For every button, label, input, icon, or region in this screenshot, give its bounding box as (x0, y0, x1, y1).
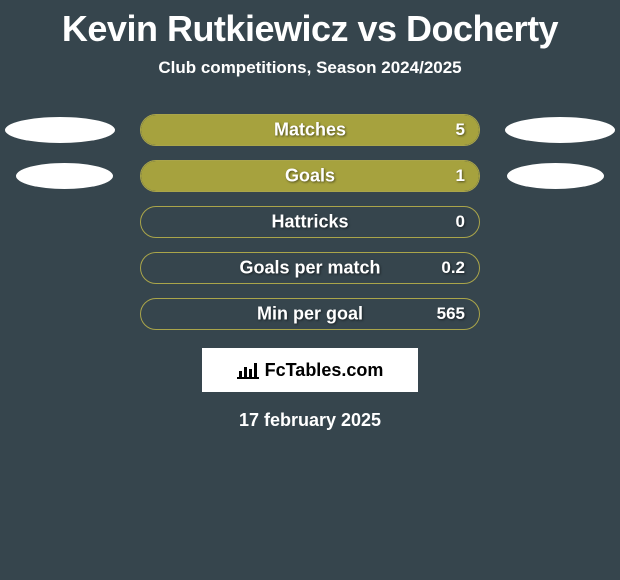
stat-row: Goals per match 0.2 (0, 252, 620, 284)
stat-label: Goals per match (239, 258, 380, 279)
stat-value: 565 (437, 304, 465, 324)
stat-row: Goals 1 (0, 160, 620, 192)
stat-bar: Hattricks 0 (140, 206, 480, 238)
stat-label: Goals (285, 166, 335, 187)
subtitle: Club competitions, Season 2024/2025 (0, 58, 620, 78)
brand-text: FcTables.com (265, 360, 384, 381)
stat-value: 5 (456, 120, 465, 140)
stat-bar: Goals per match 0.2 (140, 252, 480, 284)
stat-value: 0.2 (441, 258, 465, 278)
stat-label: Min per goal (257, 304, 363, 325)
stat-value: 1 (456, 166, 465, 186)
stat-row: Min per goal 565 (0, 298, 620, 330)
stat-row: Matches 5 (0, 114, 620, 146)
stat-label: Matches (274, 120, 346, 141)
stat-bar: Matches 5 (140, 114, 480, 146)
stat-row: Hattricks 0 (0, 206, 620, 238)
brand-box: FcTables.com (202, 348, 418, 392)
stat-bar: Goals 1 (140, 160, 480, 192)
chart-icon (237, 361, 259, 379)
comparison-chart: Matches 5 Goals 1 Hattricks 0 Goals per … (0, 114, 620, 330)
page-title: Kevin Rutkiewicz vs Docherty (0, 0, 620, 50)
stat-bar: Min per goal 565 (140, 298, 480, 330)
stat-value: 0 (456, 212, 465, 232)
stat-label: Hattricks (271, 212, 348, 233)
date-text: 17 february 2025 (0, 410, 620, 431)
